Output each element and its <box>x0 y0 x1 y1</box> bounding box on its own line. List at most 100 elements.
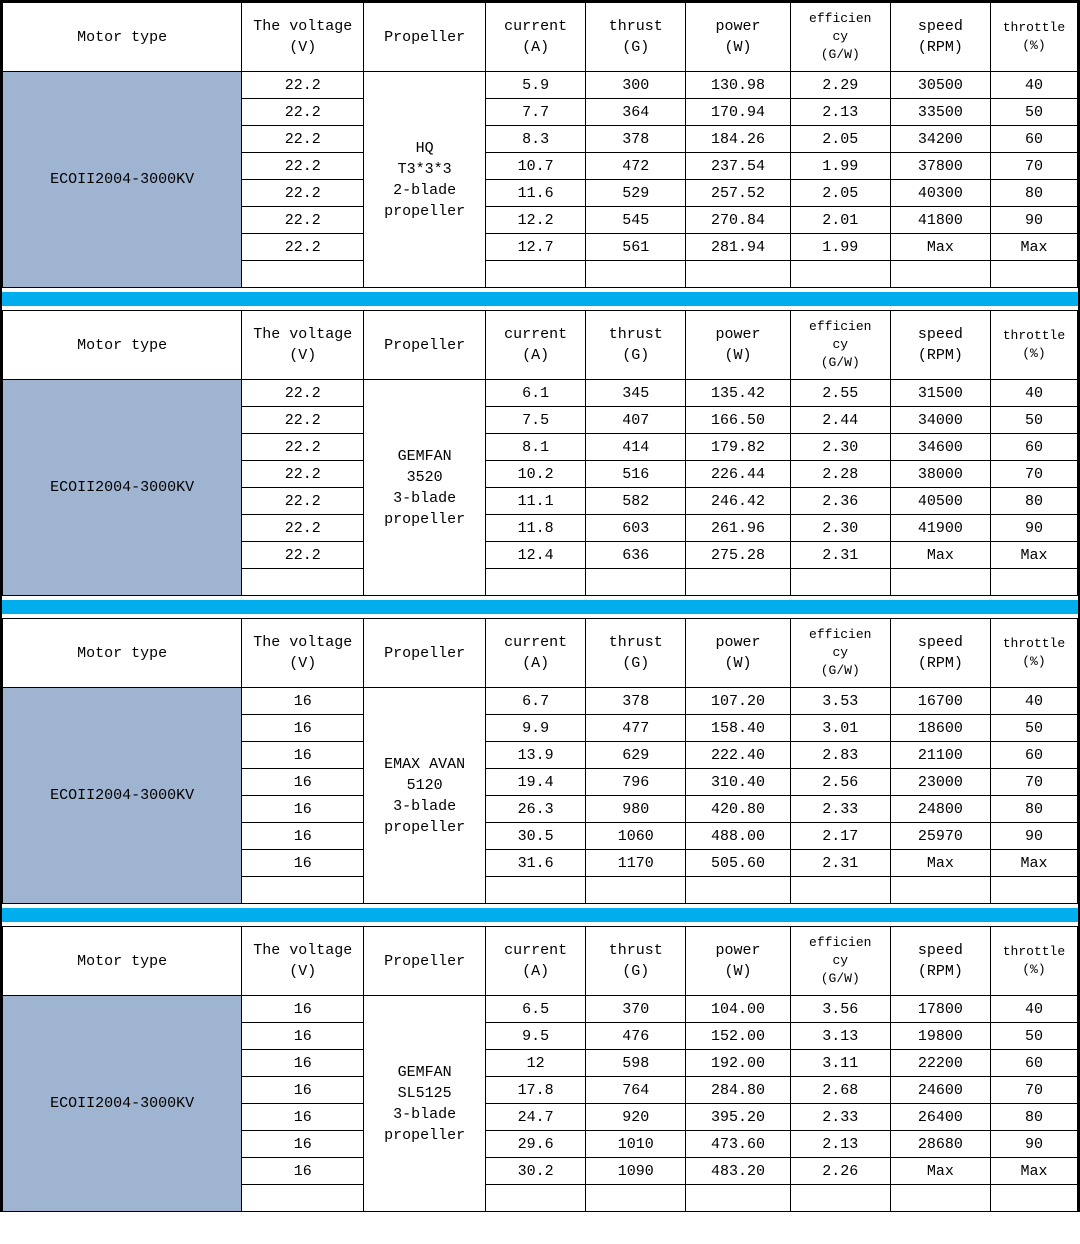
empty-cell <box>790 261 890 288</box>
col-propeller: Propeller <box>364 927 486 996</box>
col-efficiency: efficiency(G/W) <box>790 3 890 72</box>
col-throttle: throttle(%) <box>990 619 1077 688</box>
empty-cell <box>990 261 1077 288</box>
empty-cell <box>990 877 1077 904</box>
cell-voltage: 16 <box>242 742 364 769</box>
col-speed: speed(RPM) <box>890 311 990 380</box>
cell-power: 310.40 <box>686 769 790 796</box>
cell-power: 152.00 <box>686 1023 790 1050</box>
cell-efficiency: 2.05 <box>790 126 890 153</box>
cell-power: 246.42 <box>686 488 790 515</box>
cell-voltage: 16 <box>242 715 364 742</box>
cell-voltage: 16 <box>242 996 364 1023</box>
empty-cell <box>686 261 790 288</box>
empty-cell <box>686 877 790 904</box>
col-propeller: Propeller <box>364 311 486 380</box>
cell-throttle: 50 <box>990 407 1077 434</box>
cell-power: 107.20 <box>686 688 790 715</box>
col-thrust: thrust(G) <box>586 3 686 72</box>
cell-power: 275.28 <box>686 542 790 569</box>
cell-thrust: 561 <box>586 234 686 261</box>
col-propeller: Propeller <box>364 619 486 688</box>
spec-table: Motor typeThe voltage(V)Propellercurrent… <box>2 926 1078 1212</box>
cell-speed: Max <box>890 1158 990 1185</box>
cell-current: 10.7 <box>486 153 586 180</box>
cell-power: 192.00 <box>686 1050 790 1077</box>
cell-speed: 16700 <box>890 688 990 715</box>
cell-current: 7.5 <box>486 407 586 434</box>
cell-thrust: 345 <box>586 380 686 407</box>
cell-speed: 34600 <box>890 434 990 461</box>
cell-voltage: 22.2 <box>242 234 364 261</box>
cell-current: 8.1 <box>486 434 586 461</box>
col-power: power(W) <box>686 3 790 72</box>
cell-current: 8.3 <box>486 126 586 153</box>
cell-voltage: 22.2 <box>242 126 364 153</box>
cell-current: 6.5 <box>486 996 586 1023</box>
cell-voltage: 16 <box>242 850 364 877</box>
motor-type: ECOII2004-3000KV <box>3 380 242 596</box>
motor-type: ECOII2004-3000KV <box>3 688 242 904</box>
col-motor: Motor type <box>3 619 242 688</box>
cell-current: 31.6 <box>486 850 586 877</box>
propeller: GEMFANSL51253-bladepropeller <box>364 996 486 1212</box>
cell-speed: 21100 <box>890 742 990 769</box>
col-power: power(W) <box>686 311 790 380</box>
col-speed: speed(RPM) <box>890 619 990 688</box>
empty-cell <box>790 877 890 904</box>
cell-efficiency: 2.30 <box>790 434 890 461</box>
empty-cell <box>790 1185 890 1212</box>
motor-type: ECOII2004-3000KV <box>3 72 242 288</box>
empty-cell <box>990 1185 1077 1212</box>
cell-throttle: 70 <box>990 769 1077 796</box>
cell-speed: 18600 <box>890 715 990 742</box>
cell-power: 104.00 <box>686 996 790 1023</box>
cell-current: 12.7 <box>486 234 586 261</box>
col-efficiency: efficiency(G/W) <box>790 311 890 380</box>
empty-cell <box>790 569 890 596</box>
data-row: ECOII2004-3000KV22.2HQT3*3*32-bladeprope… <box>3 72 1078 99</box>
cell-efficiency: 2.05 <box>790 180 890 207</box>
col-power: power(W) <box>686 619 790 688</box>
cell-speed: 34200 <box>890 126 990 153</box>
col-throttle: throttle(%) <box>990 3 1077 72</box>
spec-table: Motor typeThe voltage(V)Propellercurrent… <box>2 618 1078 904</box>
empty-cell <box>890 261 990 288</box>
cell-throttle: 70 <box>990 153 1077 180</box>
cell-efficiency: 3.11 <box>790 1050 890 1077</box>
col-voltage: The voltage(V) <box>242 927 364 996</box>
cell-thrust: 796 <box>586 769 686 796</box>
spec-table: Motor typeThe voltage(V)Propellercurrent… <box>2 2 1078 288</box>
cell-current: 11.6 <box>486 180 586 207</box>
cell-voltage: 22.2 <box>242 180 364 207</box>
cell-voltage: 16 <box>242 1131 364 1158</box>
cell-throttle: 70 <box>990 1077 1077 1104</box>
cell-current: 12 <box>486 1050 586 1077</box>
cell-speed: 17800 <box>890 996 990 1023</box>
col-efficiency: efficiency(G/W) <box>790 927 890 996</box>
cell-thrust: 1090 <box>586 1158 686 1185</box>
cell-voltage: 22.2 <box>242 515 364 542</box>
cell-voltage: 22.2 <box>242 542 364 569</box>
propeller: EMAX AVAN51203-bladepropeller <box>364 688 486 904</box>
data-row: ECOII2004-3000KV16EMAX AVAN51203-bladepr… <box>3 688 1078 715</box>
cell-current: 6.7 <box>486 688 586 715</box>
cell-speed: 41900 <box>890 515 990 542</box>
cell-power: 257.52 <box>686 180 790 207</box>
cell-voltage: 16 <box>242 1077 364 1104</box>
cell-throttle: 60 <box>990 1050 1077 1077</box>
cell-current: 12.4 <box>486 542 586 569</box>
cell-voltage: 22.2 <box>242 72 364 99</box>
cell-thrust: 378 <box>586 688 686 715</box>
spec-table: Motor typeThe voltage(V)Propellercurrent… <box>2 310 1078 596</box>
cell-current: 30.2 <box>486 1158 586 1185</box>
cell-efficiency: 1.99 <box>790 234 890 261</box>
cell-throttle: Max <box>990 850 1077 877</box>
cell-power: 184.26 <box>686 126 790 153</box>
cell-speed: 23000 <box>890 769 990 796</box>
cell-current: 7.7 <box>486 99 586 126</box>
cell-throttle: 40 <box>990 688 1077 715</box>
cell-speed: 40500 <box>890 488 990 515</box>
cell-throttle: 80 <box>990 1104 1077 1131</box>
cell-throttle: 50 <box>990 715 1077 742</box>
